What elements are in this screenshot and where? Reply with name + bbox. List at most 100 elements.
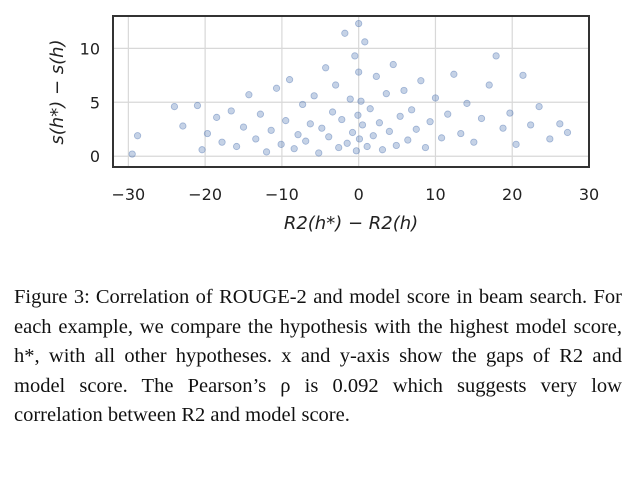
scatter-point — [306, 120, 314, 128]
scatter-point — [227, 107, 235, 115]
scatter-point — [369, 132, 377, 140]
scatter-point — [492, 52, 500, 60]
scatter-point — [450, 70, 458, 78]
scatter-point — [351, 52, 359, 60]
scatter-point — [218, 138, 226, 146]
x-axis-label: R2(h*) − R2(h) — [284, 213, 418, 234]
scatter-point — [272, 84, 281, 92]
scatter-point — [299, 100, 307, 109]
scatter-point — [348, 128, 357, 137]
x-tick-labels: −30 −20 −10 0 10 20 30 — [111, 185, 599, 204]
scatter-point — [412, 125, 420, 133]
scatter-point — [535, 103, 543, 111]
figure-caption: Figure 3: Correlation of ROUGE-2 and mode… — [14, 283, 622, 431]
scatter-point — [506, 109, 514, 117]
scatter-point — [417, 77, 425, 85]
scatter-point — [239, 123, 248, 131]
scatter-point — [421, 143, 430, 152]
scatter-point — [375, 119, 384, 127]
scatter-point — [325, 133, 333, 141]
scatter-point — [382, 90, 390, 98]
scatter-point — [354, 111, 362, 119]
scatter-point — [431, 94, 440, 102]
scatter-point — [355, 135, 364, 143]
scatter-point — [408, 106, 416, 114]
scatter-point — [170, 103, 179, 111]
scatter-point — [332, 81, 340, 89]
scatter-point — [444, 110, 452, 118]
plot-background — [113, 16, 589, 167]
scatter-point — [355, 19, 363, 28]
grid-lines — [113, 16, 590, 167]
scatter-point — [385, 127, 393, 136]
scatter-point — [193, 101, 202, 110]
scatter-point — [294, 131, 302, 139]
scatter-point — [355, 68, 363, 76]
scatter-point — [546, 135, 554, 143]
scatter-point — [358, 121, 367, 129]
scatter-point — [346, 95, 354, 103]
x-tick-label: −20 — [188, 185, 222, 204]
scatter-point — [352, 147, 360, 155]
scatter-point — [426, 118, 434, 126]
y-axis-label: s(h*) − s(h) — [47, 39, 68, 144]
plot-frame — [112, 15, 590, 168]
data-points — [128, 19, 572, 158]
scatter-point — [404, 136, 412, 144]
x-tick-label: 30 — [579, 185, 599, 204]
scatter-point — [213, 113, 221, 121]
scatter-point — [310, 92, 318, 100]
scatter-point — [512, 140, 520, 148]
scatter-point — [277, 140, 285, 148]
x-tick-label: 20 — [502, 185, 522, 204]
scatter-point — [338, 115, 346, 124]
scatter-point — [245, 91, 253, 99]
scatter-point — [400, 86, 408, 95]
x-tick-label: 10 — [425, 185, 445, 204]
scatter-point — [361, 38, 369, 46]
scatter-point — [285, 76, 294, 84]
scatter-point — [372, 72, 380, 81]
y-tick-label: 10 — [80, 39, 100, 58]
scatter-point — [378, 146, 387, 154]
scatter-point — [335, 143, 343, 152]
scatter-point — [322, 64, 330, 72]
scatter-point — [233, 142, 241, 151]
scatter-point — [133, 132, 142, 140]
scatter-point — [198, 146, 206, 154]
scatter-point — [290, 145, 298, 153]
scatter-point — [357, 97, 365, 105]
y-tick-label: 5 — [90, 93, 100, 112]
y-tick-labels: 0 5 10 — [80, 39, 100, 166]
scatter-point — [302, 137, 310, 145]
x-tick-label: −10 — [265, 185, 299, 204]
scatter-point — [328, 108, 337, 116]
scatter-point — [499, 124, 507, 132]
figure-caption-body: Correlation of ROUGE-2 and model score i… — [14, 286, 622, 426]
scatter-plot: −30 −20 −10 0 10 20 30 0 5 10 R2(h*) − R2(h) s(h… — [47, 15, 599, 234]
scatter-point — [282, 117, 290, 125]
scatter-point — [179, 122, 187, 130]
scatter-point — [519, 71, 527, 79]
scatter-point — [343, 139, 351, 147]
scatter-point — [392, 141, 400, 150]
scatter-point — [256, 110, 265, 118]
scatter-point — [252, 135, 260, 143]
scatter-point — [470, 138, 478, 146]
scatter-point — [477, 114, 486, 123]
scatter-point — [128, 150, 136, 158]
scatter-point — [262, 148, 271, 156]
scatter-point — [396, 112, 404, 120]
scatter-point — [556, 120, 564, 128]
y-tick-label: 0 — [90, 147, 100, 166]
scatter-point — [267, 126, 275, 134]
scatter-point — [363, 142, 371, 151]
scatter-point — [389, 60, 397, 69]
scatter-point — [563, 128, 572, 137]
scatter-point — [463, 99, 471, 107]
scatter-point — [457, 129, 465, 138]
scatter-point — [203, 129, 212, 138]
x-tick-label: −30 — [111, 185, 145, 204]
scatter-point — [366, 105, 374, 113]
scatter-point — [485, 81, 493, 89]
